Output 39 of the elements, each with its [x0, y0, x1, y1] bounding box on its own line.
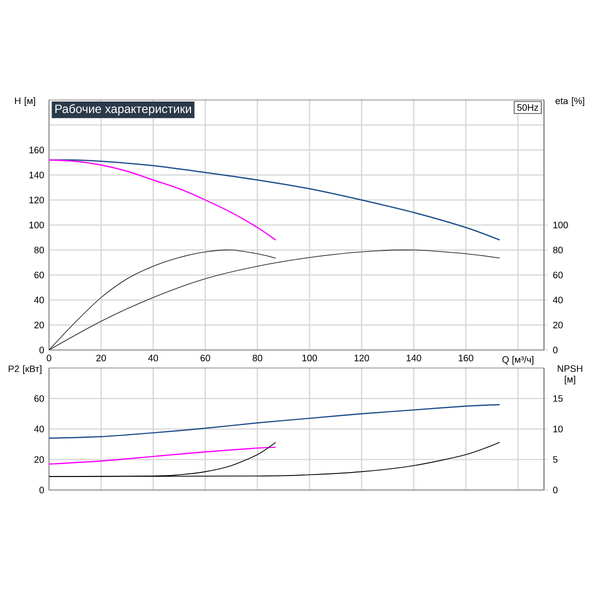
x-tick-label: 20 — [96, 354, 106, 362]
x-tick-label: 140 — [406, 354, 422, 362]
y-tick-label: 20 — [34, 322, 44, 328]
annotation: 50Hz — [517, 104, 538, 111]
x-tick-label: 160 — [458, 354, 474, 362]
y-axis-title: H [м] — [15, 97, 36, 106]
x-tick-label: 120 — [354, 354, 370, 362]
y-tick-label: 60 — [34, 272, 44, 278]
y-tick-label: 100 — [29, 222, 44, 228]
y-tick-label: 140 — [29, 172, 44, 178]
x-tick-label: 40 — [148, 354, 158, 362]
y-tick-label: 60 — [34, 395, 44, 402]
x-tick-label: 0 — [46, 354, 52, 362]
y2-axis-title: eta [%] — [556, 97, 584, 106]
y-tick-label: 40 — [34, 296, 44, 304]
y2-tick-label: 100 — [553, 222, 568, 228]
y2-tick-label: 40 — [552, 296, 563, 304]
y2-tick-label: 5 — [553, 456, 558, 463]
x-axis-title: Q [м³/ч] — [502, 356, 534, 365]
y-tick-label: 0 — [39, 486, 44, 494]
y2-tick-label: 15 — [553, 395, 563, 402]
x-tick-label: 100 — [302, 354, 317, 362]
y-tick-label: 40 — [34, 426, 44, 432]
y2-tick-label: 80 — [553, 246, 563, 254]
y-tick-label: 120 — [29, 196, 44, 204]
y2-tick-label: 60 — [553, 272, 563, 278]
y2-tick-label: 0 — [553, 346, 558, 354]
y2-tick-label: 10 — [553, 426, 563, 432]
y-tick-label: 80 — [34, 246, 44, 254]
x-tick-label: 80 — [252, 354, 262, 362]
y2-axis-title: NPSH [м] — [558, 365, 582, 384]
y2-tick-label: 0 — [553, 486, 558, 494]
x-tick-label: 60 — [200, 354, 210, 362]
y-tick-label: 0 — [39, 346, 44, 354]
chart-title: Рабочие характеристики — [55, 104, 191, 116]
y-axis-title: P2 [кВт] — [8, 365, 42, 374]
y-tick-label: 20 — [34, 456, 44, 463]
y2-tick-label: 20 — [553, 322, 563, 328]
y-tick-label: 160 — [29, 146, 44, 154]
